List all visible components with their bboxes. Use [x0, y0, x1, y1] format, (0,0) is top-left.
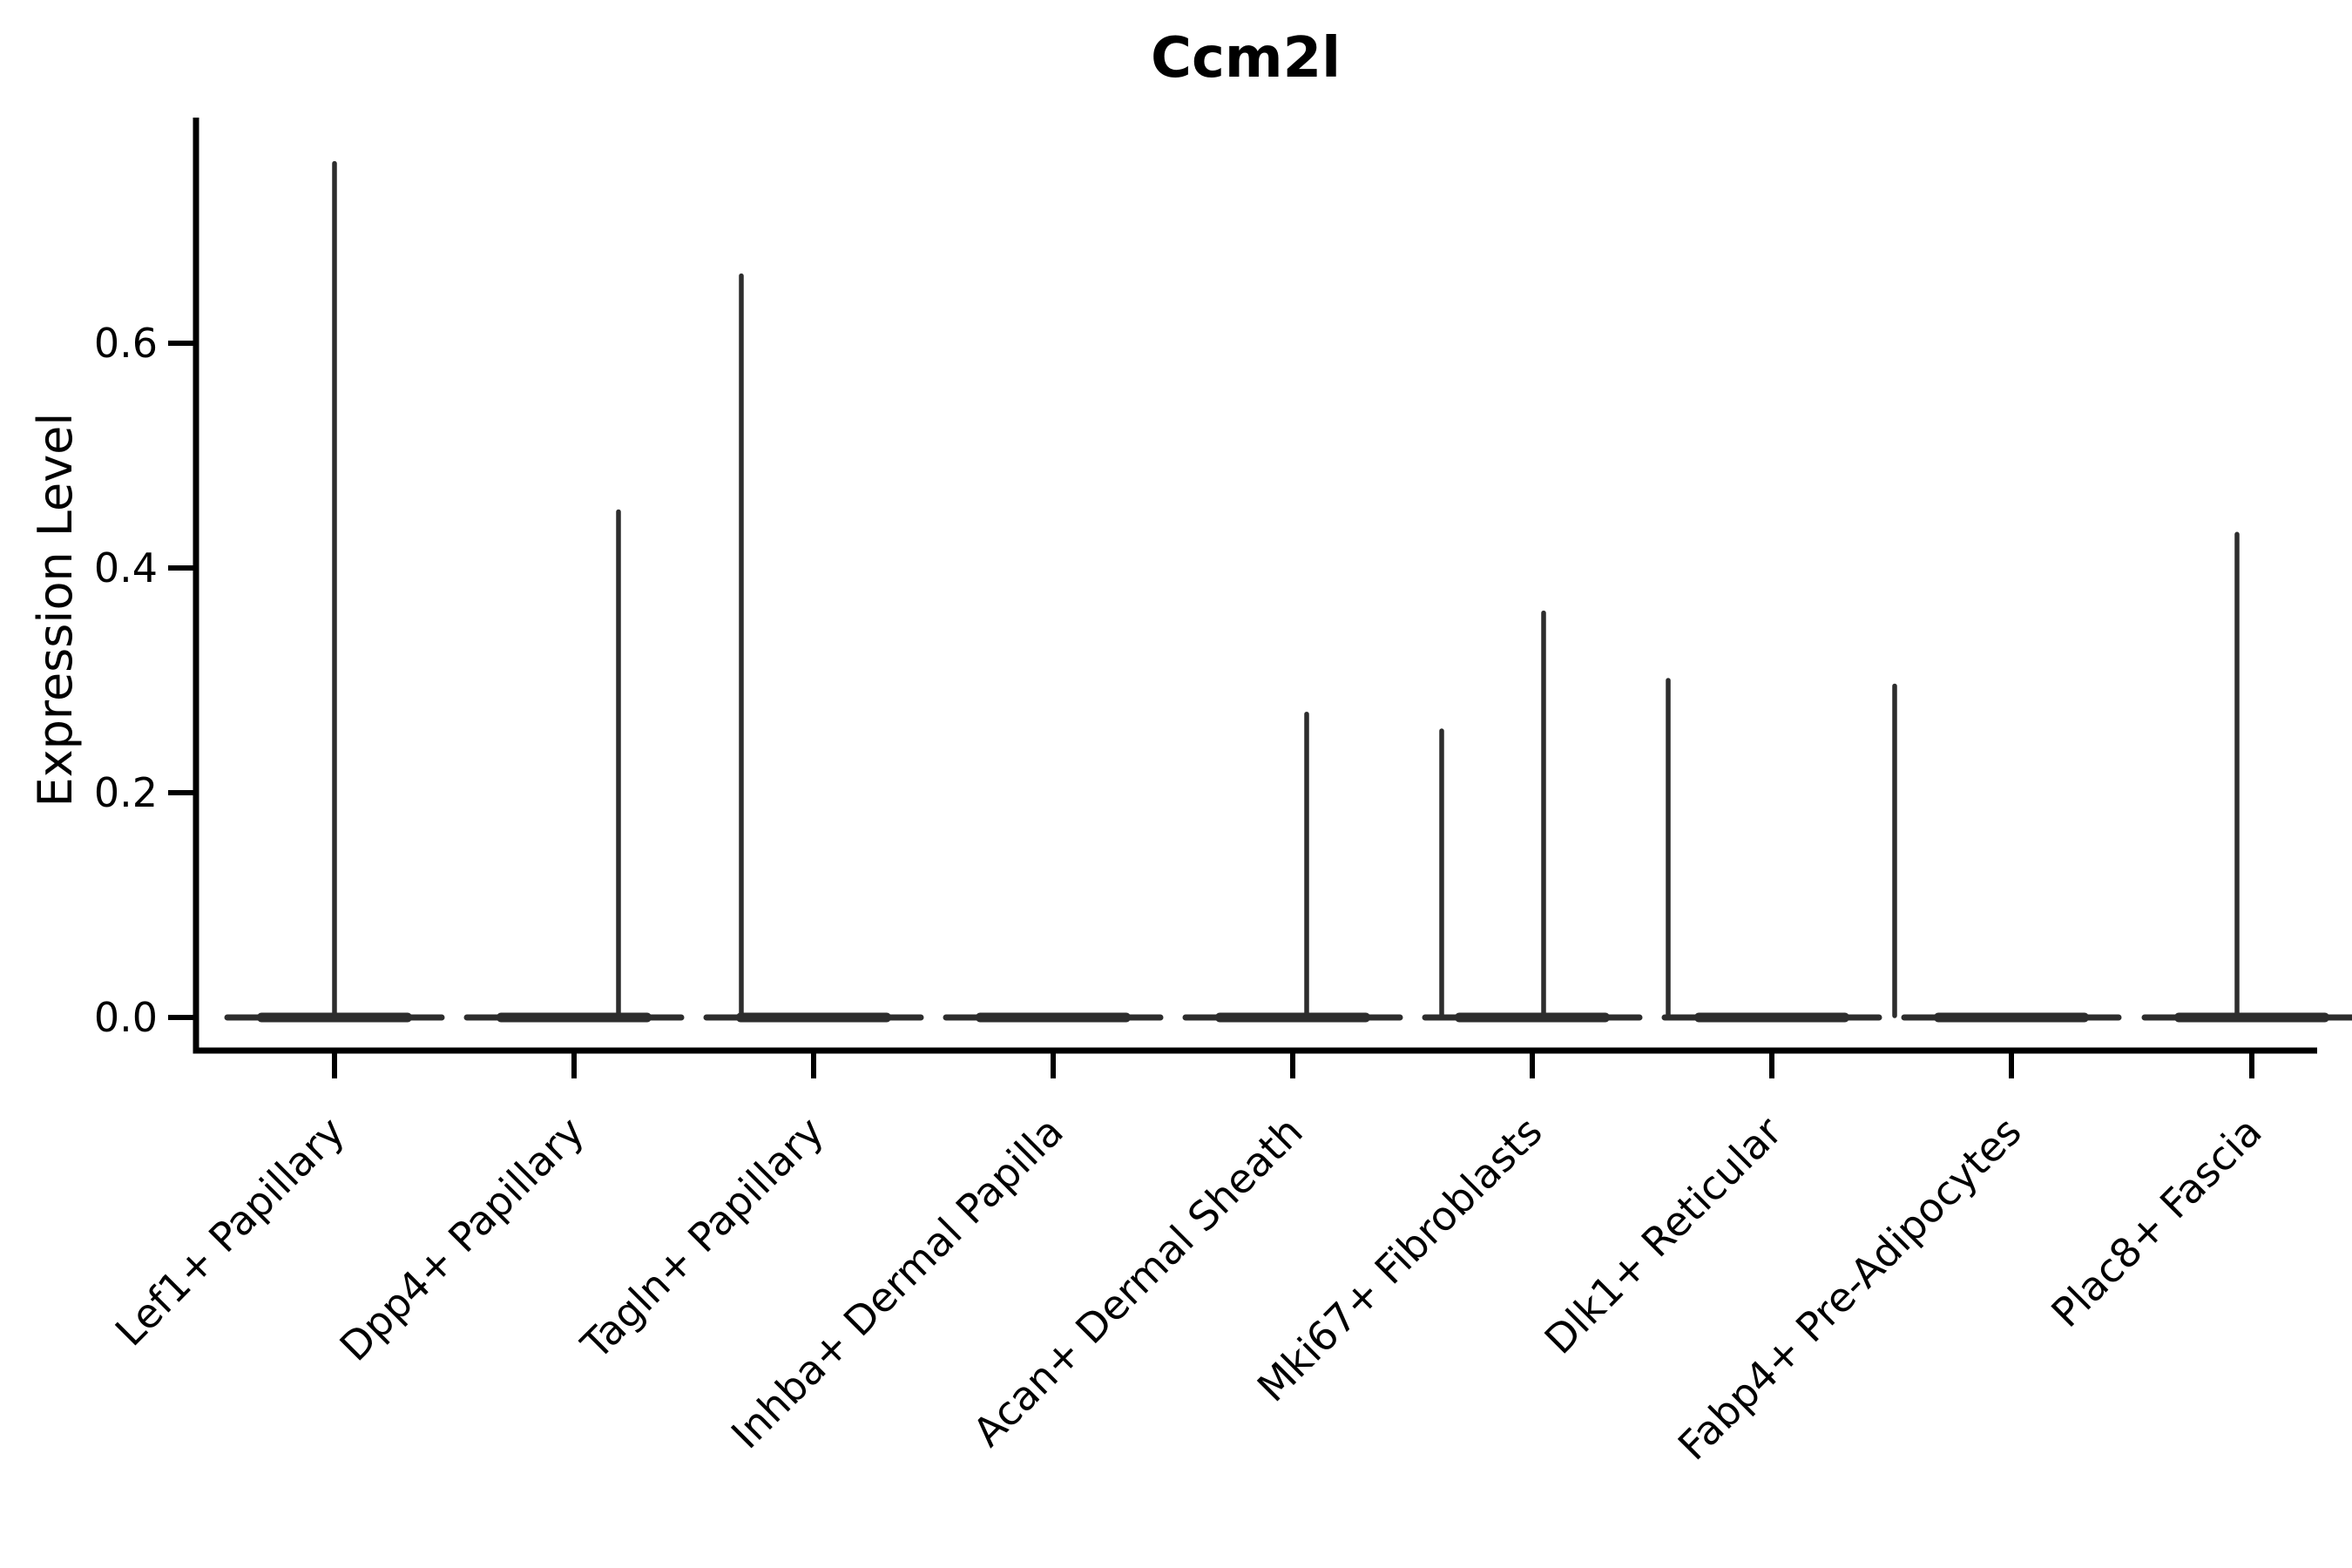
axis-spines — [193, 118, 2317, 1054]
x-tick-label: Dpp4+ Papillary — [331, 1108, 593, 1370]
x-tick-label: Tagln+ Papillary — [571, 1108, 833, 1369]
y-tick-label: 0.6 — [94, 320, 158, 367]
plot-title: Ccm2l — [1151, 26, 1341, 91]
y-axis-label: Expression Level — [28, 413, 83, 808]
x-tick-label: Dlk1+ Reticular — [1536, 1108, 1791, 1363]
x-tick-label: Plac8+ Fascia — [2042, 1108, 2270, 1336]
x-tick-label: Lef1+ Papillary — [106, 1108, 354, 1355]
y-tick-label: 0.0 — [94, 994, 158, 1041]
y-tick-label: 0.2 — [94, 769, 158, 816]
y-tick-label: 0.4 — [94, 544, 158, 591]
